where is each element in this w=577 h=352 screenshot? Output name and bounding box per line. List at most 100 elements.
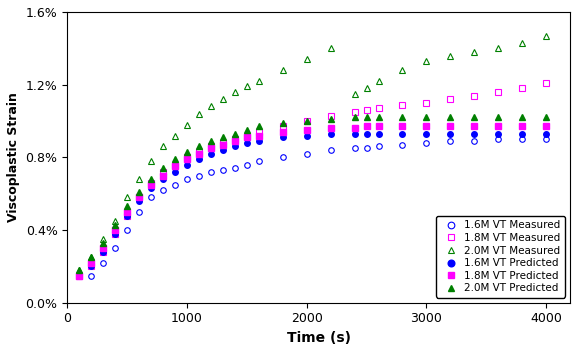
1.6M VT Predicted <box>351 132 358 136</box>
1.6M VT Measured <box>88 274 95 278</box>
2.0M VT Measured <box>423 59 430 63</box>
1.8M VT Measured <box>183 155 190 159</box>
1.8M VT Measured <box>399 102 406 107</box>
1.6M VT Measured <box>494 137 501 141</box>
2.0M VT Predicted <box>303 119 310 123</box>
1.6M VT Measured <box>100 261 107 265</box>
1.6M VT Measured <box>399 143 406 147</box>
1.6M VT Measured <box>136 210 143 214</box>
1.8M VT Measured <box>148 181 155 185</box>
2.0M VT Predicted <box>243 128 250 132</box>
2.0M VT Measured <box>494 46 501 50</box>
1.6M VT Measured <box>171 183 178 187</box>
1.8M VT Predicted <box>363 124 370 128</box>
1.8M VT Measured <box>76 274 83 278</box>
1.8M VT Predicted <box>494 124 501 128</box>
1.8M VT Predicted <box>111 228 118 232</box>
2.0M VT Measured <box>207 104 214 108</box>
1.6M VT Predicted <box>207 152 214 156</box>
1.6M VT Predicted <box>447 132 454 136</box>
2.0M VT Predicted <box>351 115 358 119</box>
1.6M VT Predicted <box>363 132 370 136</box>
1.8M VT Predicted <box>351 126 358 130</box>
2.0M VT Predicted <box>159 166 166 170</box>
2.0M VT Predicted <box>363 115 370 119</box>
1.8M VT Predicted <box>123 210 130 214</box>
1.8M VT Predicted <box>542 124 549 128</box>
1.6M VT Predicted <box>399 132 406 136</box>
1.6M VT Measured <box>351 146 358 150</box>
2.0M VT Measured <box>76 268 83 272</box>
Y-axis label: Viscoplastic Strain: Viscoplastic Strain <box>7 93 20 222</box>
1.8M VT Predicted <box>148 183 155 187</box>
2.0M VT Measured <box>183 122 190 127</box>
1.8M VT Predicted <box>447 124 454 128</box>
1.8M VT Measured <box>327 113 334 118</box>
1.6M VT Predicted <box>123 213 130 218</box>
2.0M VT Predicted <box>399 115 406 119</box>
1.6M VT Predicted <box>100 250 107 254</box>
2.0M VT Predicted <box>207 139 214 143</box>
2.0M VT Measured <box>471 50 478 54</box>
1.8M VT Measured <box>196 150 203 154</box>
1.8M VT Predicted <box>136 195 143 200</box>
1.6M VT Measured <box>219 168 226 172</box>
1.8M VT Predicted <box>231 139 238 143</box>
1.8M VT Measured <box>111 232 118 236</box>
2.0M VT Measured <box>399 68 406 72</box>
1.6M VT Measured <box>196 174 203 178</box>
1.8M VT Measured <box>494 90 501 94</box>
1.6M VT Predicted <box>111 232 118 236</box>
1.6M VT Measured <box>279 155 286 159</box>
2.0M VT Predicted <box>447 115 454 119</box>
1.6M VT Predicted <box>148 186 155 190</box>
2.0M VT Measured <box>231 90 238 94</box>
2.0M VT Measured <box>136 177 143 181</box>
1.6M VT Measured <box>327 148 334 152</box>
1.8M VT Measured <box>303 119 310 123</box>
2.0M VT Measured <box>447 54 454 58</box>
1.6M VT Predicted <box>88 264 95 269</box>
2.0M VT Predicted <box>494 115 501 119</box>
1.8M VT Measured <box>88 264 95 269</box>
2.0M VT Measured <box>243 84 250 89</box>
1.6M VT Predicted <box>494 132 501 136</box>
1.6M VT Predicted <box>159 177 166 181</box>
1.8M VT Measured <box>423 101 430 105</box>
2.0M VT Measured <box>100 237 107 241</box>
Legend: 1.6M VT Measured, 1.8M VT Measured, 2.0M VT Measured, 1.6M VT Predicted, 1.8M VT: 1.6M VT Measured, 1.8M VT Measured, 2.0M… <box>436 216 565 297</box>
2.0M VT Predicted <box>542 115 549 119</box>
1.8M VT Measured <box>159 170 166 174</box>
X-axis label: Time (s): Time (s) <box>287 331 351 345</box>
1.6M VT Predicted <box>219 148 226 152</box>
2.0M VT Predicted <box>183 150 190 154</box>
Line: 1.8M VT Predicted: 1.8M VT Predicted <box>76 124 549 278</box>
1.8M VT Predicted <box>196 152 203 156</box>
1.8M VT Predicted <box>243 135 250 139</box>
Line: 2.0M VT Predicted: 2.0M VT Predicted <box>76 115 549 273</box>
2.0M VT Predicted <box>171 157 178 161</box>
2.0M VT Measured <box>375 79 382 83</box>
2.0M VT Predicted <box>519 115 526 119</box>
1.8M VT Predicted <box>171 164 178 169</box>
1.6M VT Measured <box>255 159 262 163</box>
1.8M VT Measured <box>447 97 454 101</box>
1.6M VT Predicted <box>183 163 190 167</box>
1.8M VT Measured <box>231 137 238 141</box>
1.6M VT Measured <box>148 195 155 200</box>
2.0M VT Measured <box>123 195 130 200</box>
1.6M VT Predicted <box>196 157 203 161</box>
1.6M VT Measured <box>76 274 83 278</box>
1.6M VT Predicted <box>136 199 143 203</box>
1.6M VT Measured <box>363 146 370 150</box>
1.6M VT Predicted <box>243 141 250 145</box>
2.0M VT Predicted <box>136 190 143 194</box>
1.6M VT Measured <box>303 152 310 156</box>
2.0M VT Predicted <box>375 115 382 119</box>
1.6M VT Measured <box>183 177 190 181</box>
1.6M VT Predicted <box>423 132 430 136</box>
2.0M VT Measured <box>519 41 526 45</box>
2.0M VT Predicted <box>327 117 334 121</box>
2.0M VT Predicted <box>471 115 478 119</box>
2.0M VT Measured <box>542 33 549 38</box>
